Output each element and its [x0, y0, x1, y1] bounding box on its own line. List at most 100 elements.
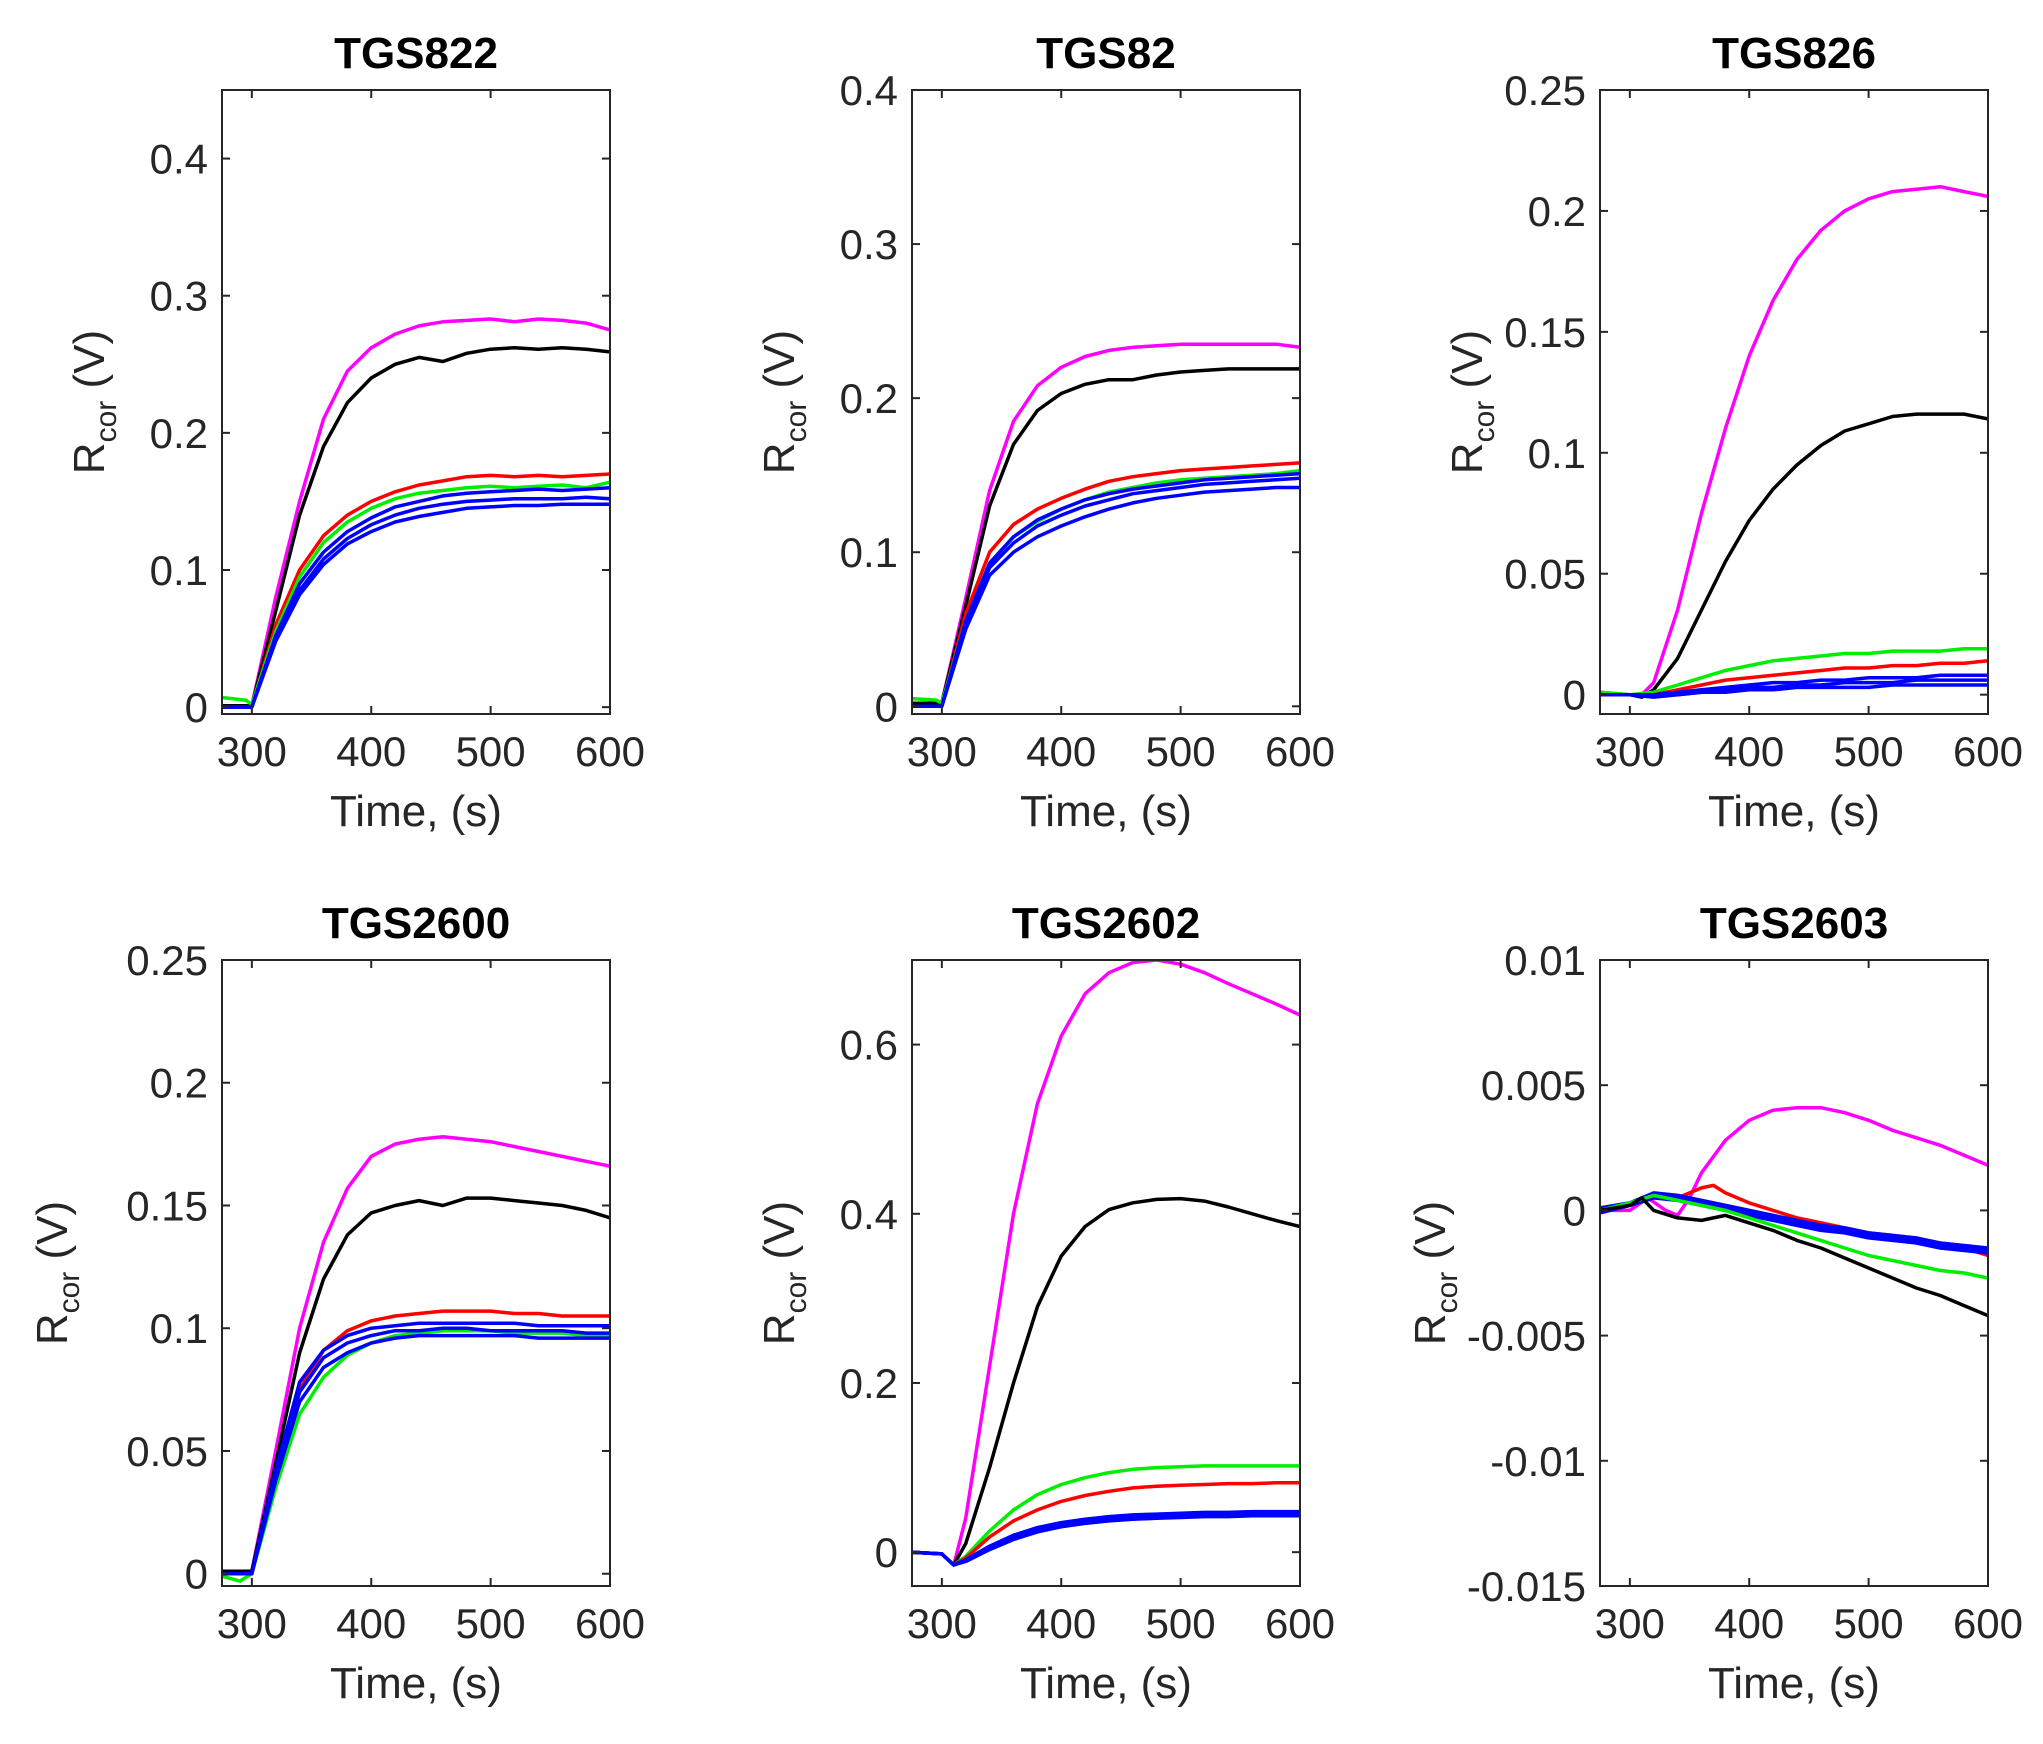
series-line-1 [222, 1135, 610, 1574]
chart-title: TGS2603 [1700, 899, 1888, 948]
series-line-2 [1600, 412, 1988, 699]
series-line-7 [1600, 1196, 1988, 1318]
plot-frame [221, 959, 611, 1587]
x-axis-label: Time, (s) [1020, 787, 1192, 836]
x-tick-label: 600 [1265, 728, 1335, 775]
x-axis-label: Time, (s) [1020, 1659, 1192, 1708]
x-tick-label: 300 [1595, 728, 1665, 775]
x-tick-label: 300 [907, 1600, 977, 1647]
y-tick-label: 0 [875, 1529, 898, 1576]
series-line-5 [222, 495, 610, 709]
y-tick-label: 0.25 [1504, 67, 1586, 114]
chart-panel-2: 300 400 500 600 0 0.1 0.2 0.3 0.4 TGS82 Time, (s) R… [755, 29, 1335, 836]
y-tick-label: 0.2 [840, 1360, 898, 1407]
series-line-3 [222, 472, 610, 709]
series-line-2 [912, 1196, 1300, 1567]
y-tick-label: 0.2 [150, 1060, 208, 1107]
y-tick-label: 0.1 [150, 547, 208, 594]
y-tick-label: 0.3 [840, 221, 898, 268]
series-line-7 [912, 471, 1300, 709]
series-group [222, 317, 610, 709]
y-tick-label: 0.4 [840, 1191, 898, 1238]
plot-frame [221, 89, 611, 715]
y-tick-label: 0.2 [1528, 188, 1586, 235]
plot-frame [911, 959, 1301, 1587]
chart-title: TGS822 [334, 29, 498, 78]
y-tick-label: 0 [185, 684, 208, 731]
series-line-2 [222, 346, 610, 708]
y-label-main: R [28, 1313, 77, 1345]
x-tick-label: 500 [1834, 1600, 1904, 1647]
chart-title: TGS2600 [322, 899, 510, 948]
x-tick-label: 400 [1026, 1600, 1096, 1647]
plot-frame [1599, 959, 1989, 1587]
y-tick-label: 0.05 [1504, 551, 1586, 598]
y-tick-label: 0 [1563, 672, 1586, 719]
chart-panel-1: 300 400 500 600 0 0.1 0.2 0.3 0.4 TGS822 Time, (s)… [65, 29, 645, 836]
series-line-7 [222, 1326, 610, 1576]
y-tick-label: 0.01 [1504, 937, 1586, 984]
series-group [1600, 1105, 1988, 1318]
x-axis-label: Time, (s) [1708, 787, 1880, 836]
series-line-6 [222, 485, 610, 709]
series-line-3 [912, 461, 1300, 709]
y-tick-label: 0.4 [840, 67, 898, 114]
y-tick-label: -0.005 [1467, 1313, 1586, 1360]
series-line-1 [1600, 1105, 1988, 1218]
y-tick-label: 0.1 [840, 529, 898, 576]
chart-panel-3: 300 400 500 600 0 0.05 0.1 0.15 0.2 0.25 TGS826 Tim… [1443, 29, 2023, 836]
x-tick-label: 400 [1026, 728, 1096, 775]
y-tick-label: 0.1 [150, 1305, 208, 1352]
chart-panel-5: 300 400 500 600 0 0.2 0.4 0.6 TGS2602 Time, (s) Rc… [755, 899, 1335, 1708]
y-axis-label: Rcor (V) [755, 330, 813, 474]
y-label-main: R [1443, 442, 1492, 474]
y-label-unit: (V) [1406, 1201, 1455, 1272]
x-axis-label: Time, (s) [1708, 1659, 1880, 1708]
chart-panel-4: 300 400 500 600 0 0.05 0.1 0.15 0.2 0.25 TGS2600 Ti… [28, 899, 645, 1708]
x-tick-label: 600 [1265, 1600, 1335, 1647]
series-line-5 [1600, 1191, 1988, 1250]
y-axis-label: Rcor (V) [65, 330, 123, 474]
x-tick-label: 500 [1146, 728, 1216, 775]
y-label-subscript: cor [780, 401, 813, 443]
y-label-subscript: cor [53, 1272, 86, 1314]
x-tick-label: 400 [336, 1600, 406, 1647]
y-tick-label: -0.01 [1490, 1438, 1586, 1485]
series-line-5 [222, 1321, 610, 1576]
series-line-2 [222, 1196, 610, 1574]
x-tick-label: 600 [1953, 1600, 2023, 1647]
series-line-6 [1600, 1193, 1988, 1280]
y-tick-label: 0 [875, 683, 898, 730]
y-axis-label: Rcor (V) [1443, 330, 1501, 474]
y-tick-label: 0.1 [1528, 430, 1586, 477]
y-tick-label: -0.015 [1467, 1563, 1586, 1610]
series-line-1 [912, 342, 1300, 705]
series-line-1 [222, 317, 610, 708]
y-tick-label: 0.25 [126, 937, 208, 984]
y-tick-label: 0.05 [126, 1428, 208, 1475]
y-tick-label: 0.15 [1504, 309, 1586, 356]
y-axis-label: Rcor (V) [755, 1201, 813, 1345]
plot-frame [911, 89, 1301, 715]
y-tick-label: 0.15 [126, 1182, 208, 1229]
series-line-1 [912, 960, 1300, 1567]
x-tick-label: 300 [1595, 1600, 1665, 1647]
series-line-5 [912, 485, 1300, 709]
y-tick-label: 0 [185, 1551, 208, 1598]
series-line-7 [1600, 678, 1988, 697]
y-axis-label: Rcor (V) [1406, 1201, 1464, 1345]
y-label-unit: (V) [28, 1201, 77, 1272]
chart-panel-6: 300 400 500 600 -0.015 -0.01 -0.005 0 0.005 0.01 T… [1406, 899, 2023, 1708]
series-group [912, 342, 1300, 709]
x-axis-label: Time, (s) [330, 1659, 502, 1708]
y-label-main: R [65, 442, 114, 474]
x-tick-label: 600 [575, 728, 645, 775]
y-label-subscript: cor [1468, 401, 1501, 443]
y-label-unit: (V) [1443, 330, 1492, 401]
series-group [912, 960, 1300, 1567]
y-tick-label: 0.3 [150, 273, 208, 320]
x-tick-label: 500 [456, 728, 526, 775]
x-tick-label: 600 [1953, 728, 2023, 775]
x-tick-label: 300 [907, 728, 977, 775]
